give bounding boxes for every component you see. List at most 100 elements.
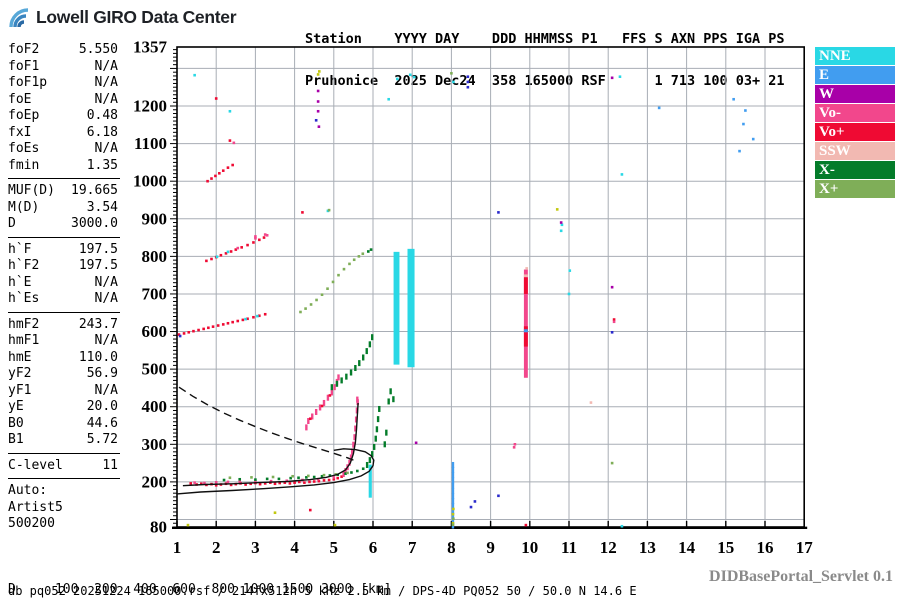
auto-scaling-info: Auto: Artist5 500200	[8, 483, 118, 533]
series-second-hop-o	[305, 374, 340, 431]
axis-labels: 1357120011001000900800700600500400300200…	[133, 38, 813, 558]
param-value: N/A	[94, 274, 118, 290]
x-axis-label: 9	[486, 538, 495, 557]
series-third-hop-arc-top	[366, 248, 373, 253]
param-value: 243.7	[78, 316, 118, 332]
legend-item-vo: Vo-	[815, 104, 895, 122]
param-label: h`F2	[8, 258, 40, 273]
doppler-legend: NNE E W Vo- Vo+ SSW X- X+	[815, 47, 895, 199]
y-axis-label: 300	[142, 435, 168, 454]
series-second-hop-o-red	[308, 394, 332, 421]
series-noise-purple	[316, 76, 614, 445]
param-label: fxI	[8, 124, 32, 140]
param-value: 11	[102, 457, 118, 473]
param-value: 0.48	[86, 108, 118, 123]
param-label: h`E	[8, 274, 32, 290]
x-axis-label: 1	[173, 538, 182, 557]
echo-bar	[368, 464, 372, 498]
param-row: hmF1 N/A	[8, 333, 118, 350]
auto-line: Auto:	[8, 483, 48, 498]
page-title: Lowell GIRO Data Center	[36, 6, 237, 27]
param-row: h`F2 197.5	[8, 258, 118, 275]
param-value: N/A	[94, 333, 118, 348]
series-third-hop-arc	[299, 252, 365, 314]
param-label: foEs	[8, 141, 40, 156]
echo-bars-layer	[368, 248, 528, 498]
param-row: foEp 0.48	[8, 108, 118, 125]
x-axis-label: 17	[796, 538, 814, 557]
param-value: 5.550	[78, 42, 118, 57]
param-value: 197.5	[78, 258, 118, 273]
x-axis-label: 11	[561, 538, 577, 557]
auto-line: Artist5	[8, 499, 63, 515]
param-label: hmF1	[8, 333, 40, 348]
x-axis-label: 8	[447, 538, 456, 557]
param-row: h`E N/A	[8, 275, 118, 292]
param-row: hmE 110.0	[8, 350, 118, 367]
y-axis-label: 800	[142, 247, 168, 266]
panel-divider	[8, 478, 120, 479]
param-label: B0	[8, 415, 24, 431]
series-x-trace-rise	[365, 388, 395, 468]
y-axis-label: 500	[142, 360, 168, 379]
param-value: 110.0	[78, 349, 118, 365]
param-row: foF1 N/A	[8, 59, 118, 76]
param-value: 197.5	[78, 241, 118, 257]
x-axis-label: 2	[212, 538, 221, 557]
muf-table: D 100 200 400 600 800 1000 1500 3000 [km…	[8, 556, 399, 600]
param-label: yF2	[8, 366, 32, 381]
param-row: B1 5.72	[8, 432, 118, 449]
param-row: fxI 6.18	[8, 125, 118, 142]
legend-item-x: X+	[815, 180, 895, 198]
x-axis-label: 13	[639, 538, 656, 557]
param-label: M(D)	[8, 199, 40, 215]
param-value: 1.35	[86, 157, 118, 173]
series-noise-ssw	[525, 267, 593, 404]
param-value: N/A	[94, 141, 118, 156]
param-value: N/A	[94, 75, 118, 90]
legend-item-ssw: SSW	[815, 142, 895, 160]
param-label: yE	[8, 399, 24, 414]
legend-item-nne: NNE	[815, 47, 895, 65]
station-header-line1: Station YYYY DAY DDD HHMMSS P1 FFS S AXN…	[305, 31, 785, 47]
param-value: 6.18	[86, 124, 118, 140]
x-axis-label: 3	[251, 538, 260, 557]
param-label: foF2	[8, 42, 40, 57]
x-axis-label: 5	[330, 538, 339, 557]
parameter-panel: foF2 5.550 foF1 N/A foF1p N/A foE N/A foEp 0.48 fx…	[8, 42, 120, 533]
param-label: C-level	[8, 457, 63, 473]
param-row: h`F 197.5	[8, 242, 118, 259]
series-multiple-800km-pink	[236, 234, 269, 250]
x-axis-label: 6	[369, 538, 378, 557]
param-label: yF1	[8, 382, 32, 398]
series-f-trace-pink-sprinkle	[193, 476, 336, 485]
param-label: B1	[8, 432, 24, 447]
param-label: h`Es	[8, 291, 40, 306]
y-axis-label: 1000	[133, 172, 167, 191]
curve-profile-hook-trace	[176, 448, 375, 495]
y-axis-label: 1100	[134, 134, 167, 153]
param-label: h`F	[8, 241, 32, 257]
echo-bar	[407, 248, 415, 368]
axes-layer	[170, 46, 808, 529]
series-noise-yellow	[186, 70, 559, 527]
legend-item-e: E	[815, 66, 895, 84]
param-value: 56.9	[86, 366, 118, 381]
echo-bar	[393, 251, 400, 365]
param-value: N/A	[94, 58, 118, 74]
curve-o-trace-fit	[182, 402, 359, 487]
series-noise-red	[214, 97, 616, 527]
station-header: Station YYYY DAY DDD HHMMSS P1 FFS S AXN…	[305, 4, 785, 116]
x-axis-label: 10	[521, 538, 538, 557]
echo-bar	[523, 326, 528, 347]
legend-item-vo: Vo+	[815, 123, 895, 141]
param-value: 44.6	[86, 415, 118, 431]
y-axis-label: 900	[142, 209, 168, 228]
series-second-hop-x	[330, 334, 374, 391]
series-streak-1020km	[206, 163, 234, 183]
curve-muf-transmission-curve-dashed	[178, 386, 354, 461]
param-row: C-level 11	[8, 458, 118, 475]
param-row: B0 44.6	[8, 416, 118, 433]
x-axis-label: 14	[678, 538, 696, 557]
